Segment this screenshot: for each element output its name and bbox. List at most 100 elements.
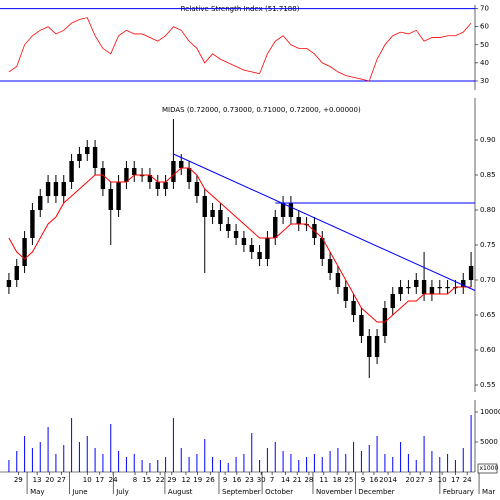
x-tick-label: 27: [57, 476, 66, 484]
candle-body: [6, 280, 12, 287]
candle-body: [327, 259, 333, 273]
candle-body: [280, 203, 286, 217]
candle-body: [335, 273, 341, 287]
x-tick-label: 29: [167, 476, 176, 484]
y-tick-label: 30: [480, 77, 489, 85]
candle-body: [22, 238, 27, 266]
candle-body: [226, 224, 231, 231]
x-tick-label: 29: [14, 476, 23, 484]
candle-body: [351, 301, 356, 315]
y-tick-label: 0.65: [480, 311, 496, 319]
candle-body: [468, 266, 474, 280]
x-major-label: July: [115, 488, 129, 496]
y-tick-label: 50: [480, 41, 489, 49]
candle-body: [390, 294, 395, 308]
x-tick-label: 3: [428, 476, 432, 484]
candle-body: [414, 280, 419, 287]
x-tick-label: 17: [451, 476, 460, 484]
candle-body: [85, 147, 90, 154]
y-tick-label: 10000: [480, 408, 500, 416]
candle-body: [461, 280, 466, 287]
y-tick-label: 70: [480, 5, 489, 13]
annotation-box: [477, 463, 498, 474]
candle-body: [296, 217, 301, 224]
x-tick-label: 10: [83, 476, 92, 484]
x-tick-label: 20: [406, 476, 415, 484]
candle-body: [194, 182, 200, 196]
x-tick-label: 15: [142, 476, 151, 484]
x-tick-label: 28: [304, 476, 313, 484]
candle-body: [171, 161, 176, 182]
x-tick-label: 25: [344, 476, 353, 484]
candle-body: [233, 231, 239, 238]
x-major-label: August: [168, 488, 193, 496]
candle-body: [367, 336, 372, 357]
x-tick-label: 16: [232, 476, 241, 484]
x-major-label: May: [30, 488, 44, 496]
x-tick-label: 12: [181, 476, 190, 484]
y-tick-label: 0.55: [480, 381, 496, 389]
moving-average: [8, 167, 472, 323]
x-major-label: June: [71, 488, 87, 496]
y-tick-label: 0.80: [480, 206, 496, 214]
candle-body: [155, 182, 160, 189]
x-major-label: February: [443, 488, 474, 496]
candle-body: [288, 203, 294, 217]
y-tick-label: 60: [480, 23, 489, 31]
candle-body: [265, 238, 270, 259]
x-tick-label: 9: [223, 476, 227, 484]
candle-body: [116, 182, 121, 210]
x-tick-label: 16: [369, 476, 378, 484]
x-tick-label: 19: [193, 476, 202, 484]
candle-body: [77, 154, 82, 161]
x-major-label: Mar: [482, 488, 495, 496]
candle-body: [45, 182, 51, 196]
candle-body: [108, 189, 113, 210]
candle-body: [257, 252, 262, 259]
candle-body: [139, 175, 145, 177]
candle-body: [14, 266, 19, 280]
y-tick-label: 40: [480, 59, 489, 67]
x-tick-label: 8: [133, 476, 137, 484]
candle-body: [30, 210, 35, 238]
candle-body: [69, 161, 74, 182]
candle-body: [406, 287, 411, 289]
candle-body: [429, 287, 435, 294]
candle-body: [124, 168, 129, 182]
candle-body: [320, 238, 325, 259]
candle-body: [374, 336, 380, 357]
y-tick-label: 0.70: [480, 276, 496, 284]
x-tick-label: 2014: [379, 476, 397, 484]
candle-body: [61, 182, 66, 196]
x-tick-label: 9: [361, 476, 365, 484]
candle-body: [210, 210, 215, 217]
candle-body: [398, 287, 403, 294]
y-tick-label: 0.85: [480, 171, 496, 179]
y-tick-label: 0.90: [480, 136, 496, 144]
x-tick-label: 7: [270, 476, 274, 484]
x-major-label: November: [316, 488, 353, 496]
x-tick-label: 11: [319, 476, 328, 484]
x-tick-label: 21: [293, 476, 302, 484]
x-tick-label: 20: [45, 476, 54, 484]
candle-body: [38, 196, 43, 210]
x-tick-label: 13: [33, 476, 42, 484]
rsi-line: [8, 17, 472, 82]
candle-body: [202, 196, 207, 217]
candle-body: [186, 168, 192, 182]
candle-body: [421, 280, 427, 294]
x-major-label: December: [358, 488, 394, 496]
x-tick-label: 26: [206, 476, 215, 484]
candle-body: [218, 210, 223, 224]
x-tick-label: 18: [333, 476, 342, 484]
x-tick-label: 10: [438, 476, 447, 484]
candle-body: [132, 168, 137, 175]
price-title: MIDAS (0.72000, 0.73000, 0.71000, 0.7200…: [162, 106, 361, 114]
candle-body: [100, 168, 106, 189]
candle-body: [437, 287, 442, 289]
x-tick-label: 30: [257, 476, 266, 484]
x-major-label: October: [265, 488, 293, 496]
candle-body: [273, 217, 278, 238]
x-tick-label: 22: [156, 476, 165, 484]
y-tick-label: 5000: [480, 438, 498, 446]
